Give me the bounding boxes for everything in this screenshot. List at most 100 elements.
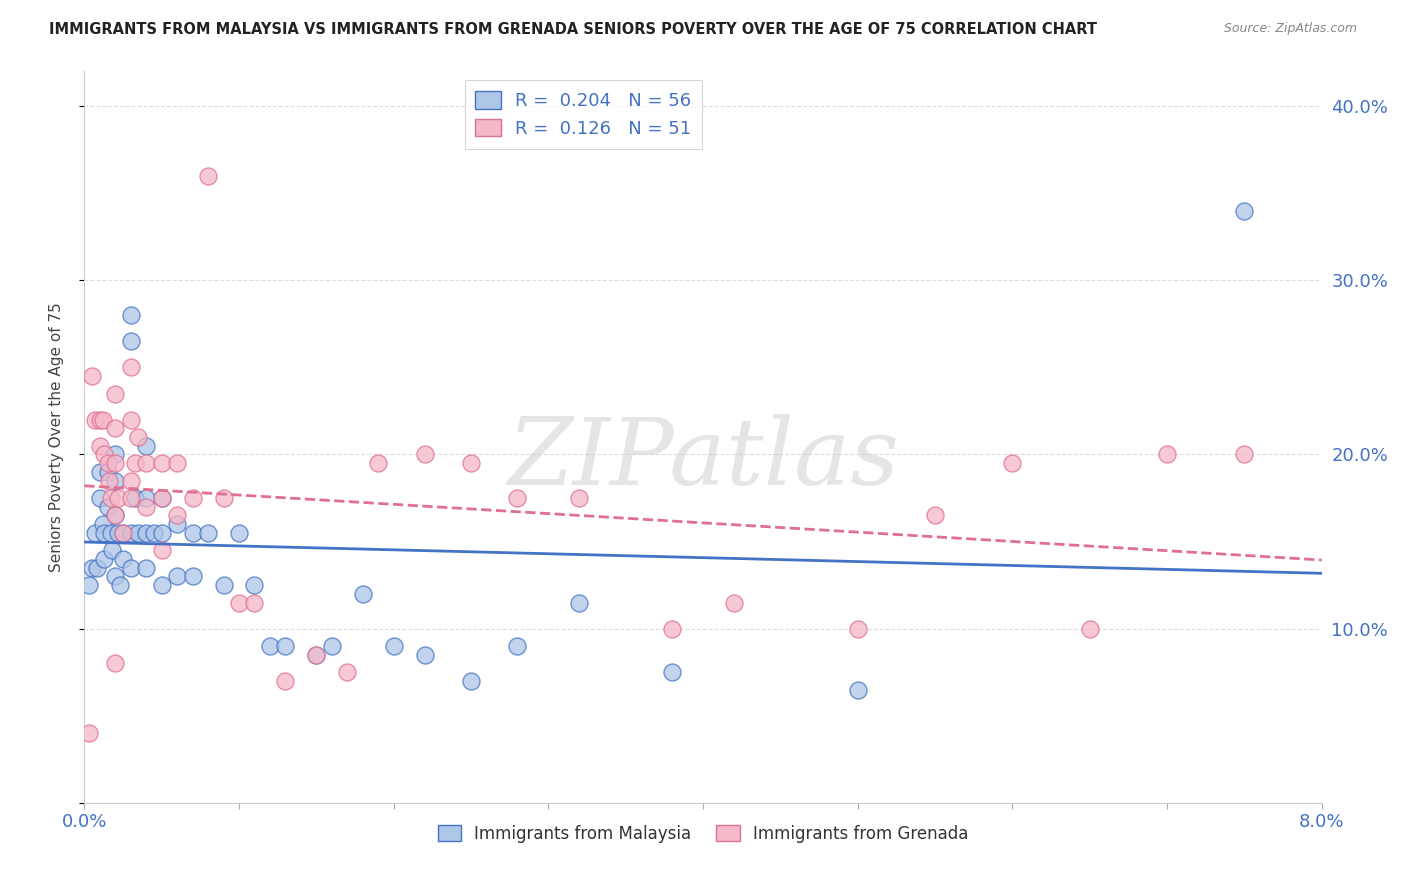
Point xyxy=(150,491,173,505)
Point xyxy=(228,525,250,540)
Point xyxy=(274,639,297,653)
Point xyxy=(135,456,157,470)
Point xyxy=(98,474,121,488)
Point xyxy=(101,543,124,558)
Point xyxy=(120,474,142,488)
Point xyxy=(1233,203,1256,218)
Point xyxy=(846,622,869,636)
Point xyxy=(93,448,115,462)
Text: Source: ZipAtlas.com: Source: ZipAtlas.com xyxy=(1223,22,1357,36)
Point xyxy=(124,456,146,470)
Point xyxy=(150,491,173,505)
Point xyxy=(661,665,683,680)
Point xyxy=(197,169,219,183)
Point xyxy=(89,439,111,453)
Point xyxy=(84,525,107,540)
Point xyxy=(506,639,529,653)
Point xyxy=(506,491,529,505)
Point xyxy=(321,639,343,653)
Point xyxy=(150,578,173,592)
Point xyxy=(413,448,436,462)
Point xyxy=(1078,622,1101,636)
Point xyxy=(352,587,374,601)
Point xyxy=(568,595,591,609)
Point xyxy=(120,525,142,540)
Point xyxy=(104,508,127,523)
Point xyxy=(91,412,114,426)
Point xyxy=(124,491,146,505)
Point xyxy=(120,334,142,349)
Point xyxy=(96,500,118,514)
Point xyxy=(924,508,946,523)
Point xyxy=(413,648,436,662)
Point xyxy=(150,543,173,558)
Point xyxy=(120,560,142,574)
Point xyxy=(305,648,328,662)
Point xyxy=(460,456,482,470)
Point xyxy=(96,456,118,470)
Point xyxy=(274,673,297,688)
Point xyxy=(1233,448,1256,462)
Point xyxy=(336,665,359,680)
Point xyxy=(93,552,115,566)
Point xyxy=(846,682,869,697)
Point xyxy=(108,578,131,592)
Point xyxy=(104,508,127,523)
Point xyxy=(135,439,157,453)
Point xyxy=(166,569,188,583)
Point xyxy=(100,525,122,540)
Point xyxy=(661,622,683,636)
Point xyxy=(77,578,100,592)
Point xyxy=(723,595,745,609)
Point xyxy=(86,560,108,574)
Point xyxy=(150,525,173,540)
Point xyxy=(460,673,482,688)
Point xyxy=(104,569,127,583)
Point xyxy=(181,569,204,583)
Point xyxy=(382,639,405,653)
Point xyxy=(150,456,173,470)
Point xyxy=(305,648,328,662)
Point xyxy=(120,491,142,505)
Point xyxy=(212,491,235,505)
Point xyxy=(107,525,129,540)
Text: IMMIGRANTS FROM MALAYSIA VS IMMIGRANTS FROM GRENADA SENIORS POVERTY OVER THE AGE: IMMIGRANTS FROM MALAYSIA VS IMMIGRANTS F… xyxy=(49,22,1097,37)
Point xyxy=(104,657,127,671)
Point xyxy=(135,491,157,505)
Point xyxy=(104,474,127,488)
Point xyxy=(104,421,127,435)
Point xyxy=(82,560,104,574)
Point xyxy=(143,525,166,540)
Point xyxy=(104,386,127,401)
Point xyxy=(77,726,100,740)
Point xyxy=(112,525,135,540)
Point xyxy=(166,508,188,523)
Point xyxy=(127,430,149,444)
Point xyxy=(212,578,235,592)
Point xyxy=(120,412,142,426)
Point xyxy=(568,491,591,505)
Point xyxy=(84,412,107,426)
Point xyxy=(259,639,281,653)
Point xyxy=(197,525,219,540)
Point xyxy=(112,525,135,540)
Legend: Immigrants from Malaysia, Immigrants from Grenada: Immigrants from Malaysia, Immigrants fro… xyxy=(430,818,976,849)
Point xyxy=(104,448,127,462)
Point xyxy=(367,456,389,470)
Point xyxy=(104,456,127,470)
Point xyxy=(1156,448,1178,462)
Y-axis label: Seniors Poverty Over the Age of 75: Seniors Poverty Over the Age of 75 xyxy=(49,302,63,572)
Point xyxy=(91,517,114,532)
Point xyxy=(112,552,135,566)
Point xyxy=(89,412,111,426)
Point xyxy=(243,578,266,592)
Point xyxy=(1001,456,1024,470)
Point xyxy=(166,456,188,470)
Point xyxy=(120,308,142,322)
Point xyxy=(93,525,115,540)
Point xyxy=(181,525,204,540)
Point xyxy=(135,500,157,514)
Point xyxy=(96,465,118,479)
Text: ZIPatlas: ZIPatlas xyxy=(508,414,898,504)
Point xyxy=(243,595,266,609)
